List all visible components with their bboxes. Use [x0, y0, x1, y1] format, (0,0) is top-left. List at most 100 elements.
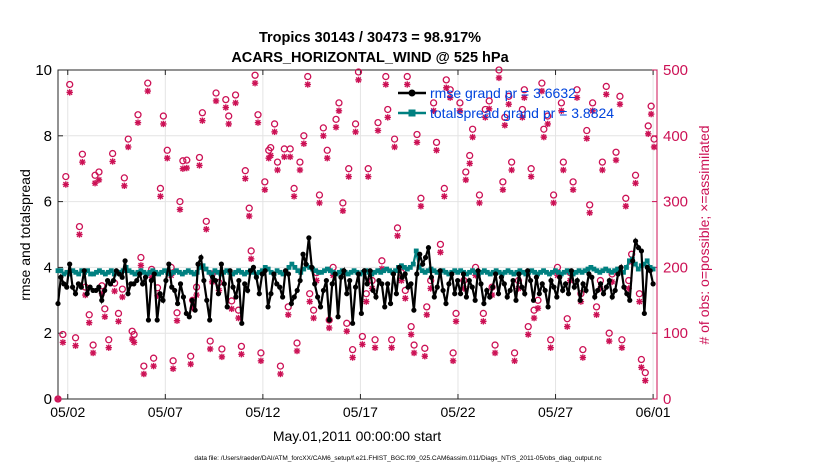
- spread-series-point: [561, 269, 567, 275]
- spread-series-point: [570, 271, 576, 277]
- obs-assimilated-point: [76, 231, 83, 238]
- obs-assimilated-point: [228, 305, 235, 313]
- obs-possible-point: [137, 253, 145, 262]
- obs-possible-point: [348, 345, 357, 354]
- rmse-series-point: [387, 300, 394, 307]
- obs-possible-point: [358, 332, 367, 341]
- rmse-series-point: [350, 320, 356, 326]
- obs-assimilated-stroke: [632, 180, 639, 187]
- obs-possible-point: [382, 72, 390, 81]
- spread-series-point: [301, 266, 307, 272]
- spread-series-point: [452, 268, 458, 274]
- rmse-series-point: [568, 268, 575, 274]
- obs-assimilated-stroke: [183, 165, 190, 171]
- obs-assimilated-stroke: [258, 357, 264, 364]
- rmse-series-point: [446, 281, 452, 287]
- spread-series-point: [274, 268, 280, 274]
- obs-assimilated-point: [511, 357, 518, 365]
- obs-assimilated-stroke: [326, 325, 333, 331]
- obs-assimilated-stroke: [157, 193, 164, 200]
- obs-assimilated-stroke: [363, 298, 370, 305]
- obs-possible-point: [378, 257, 386, 265]
- spread-series-point: [212, 268, 218, 274]
- obs-assimilated-stroke: [160, 121, 167, 127]
- obs-assimilated-point: [579, 354, 587, 361]
- obs-assimilated-stroke: [613, 157, 619, 164]
- obs-assimilated-point: [550, 199, 557, 207]
- spread-series-point: [348, 269, 354, 275]
- spread-series-point: [144, 271, 150, 277]
- rmse-series-point: [329, 281, 335, 287]
- spread-series-point: [490, 269, 496, 275]
- rmse-series-point: [621, 284, 627, 290]
- spread-series-point: [206, 269, 212, 275]
- spread-series-point: [268, 269, 274, 275]
- obs-possible-point: [612, 148, 620, 156]
- rmse-series-point: [323, 277, 329, 284]
- obs-assimilated-point: [402, 295, 409, 302]
- spread-series-point: [129, 269, 135, 275]
- rmse-series-point: [294, 287, 300, 294]
- obs-assimilated-stroke: [135, 119, 141, 126]
- obs-assimilated-stroke: [170, 365, 177, 372]
- obs-assimilated-stroke: [365, 173, 372, 180]
- obs-assimilated-point: [304, 81, 311, 88]
- obs-possible-point: [237, 342, 246, 351]
- rmse-series-point: [175, 300, 181, 307]
- obs-assimilated-point: [137, 262, 145, 269]
- rmse-series-point: [355, 271, 362, 277]
- obs-assimilated-stroke: [447, 94, 454, 101]
- obs-possible-point: [421, 344, 429, 352]
- obs-possible-point: [66, 80, 74, 89]
- spread-series-point: [597, 269, 603, 275]
- obs-assimilated-point: [480, 318, 487, 325]
- spread-series-point: [464, 271, 469, 277]
- obs-assimilated-stroke: [606, 338, 613, 344]
- spread-series-point: [535, 271, 541, 277]
- obs-assimilated-stroke: [174, 317, 180, 324]
- obs-possible-point: [280, 145, 288, 153]
- obs-possible-point: [62, 172, 70, 181]
- obs-assimilated-point: [212, 97, 220, 105]
- spread-series-point: [564, 268, 570, 274]
- obs-assimilated-stroke: [125, 144, 132, 150]
- obs-assimilated-point: [501, 122, 509, 129]
- obs-assimilated-point: [534, 304, 542, 312]
- obs-assimilated-point: [544, 120, 551, 128]
- obs-assimilated-point: [407, 331, 415, 338]
- rmse-series-point: [536, 291, 542, 297]
- rmse-series-point: [624, 291, 630, 297]
- rmse-series-point: [539, 281, 545, 287]
- spread-series-point: [508, 269, 514, 275]
- rmse-series-point: [525, 268, 531, 274]
- spread-series-point: [443, 269, 449, 275]
- rmse-series-point: [542, 287, 548, 294]
- obs-assimilated-stroke: [131, 339, 137, 346]
- obs-assimilated-stroke: [443, 84, 450, 91]
- obs-assimilated-point: [349, 354, 356, 361]
- spread-series-point: [410, 261, 416, 267]
- rmse-series-point: [341, 268, 347, 274]
- obs-possible-point: [290, 184, 298, 193]
- obs-possible-point: [156, 184, 165, 193]
- rmse-series-point: [239, 320, 245, 326]
- legend-spread-marker: [408, 109, 416, 117]
- rmse-series-point: [172, 287, 178, 294]
- obs-possible-point: [89, 341, 97, 349]
- obs-possible-point: [559, 158, 567, 166]
- y-tick-label-right: 300: [663, 194, 688, 211]
- obs-assimilated-point: [476, 199, 483, 207]
- spread-series-point: [650, 266, 656, 272]
- obs-possible-point: [495, 66, 503, 74]
- obs-assimilated-point: [466, 160, 473, 167]
- rmse-series-point: [157, 291, 163, 297]
- obs-possible-point: [108, 149, 117, 158]
- obs-assimilated-point: [382, 81, 389, 88]
- obs-assimilated-stroke: [636, 298, 643, 305]
- rmse-series-point: [84, 291, 90, 297]
- obs-possible-point: [300, 132, 308, 140]
- rmse-series-point: [513, 297, 519, 303]
- spread-series-point: [94, 269, 99, 275]
- obs-assimilated-stroke: [336, 107, 342, 114]
- obs-possible-point: [637, 355, 646, 364]
